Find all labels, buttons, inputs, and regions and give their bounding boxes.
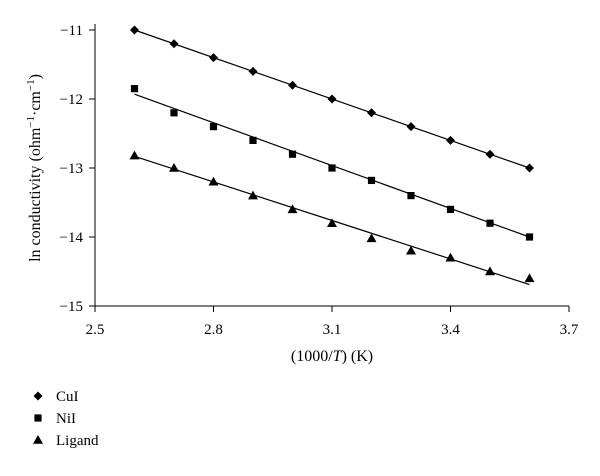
- data-point-triangle: [366, 233, 377, 243]
- data-point-diamond: [327, 94, 337, 104]
- y-tick-label: −12: [60, 92, 83, 108]
- data-point-diamond: [209, 53, 218, 63]
- data-point-square: [328, 164, 336, 172]
- data-point-diamond: [130, 25, 139, 35]
- data-point-square: [367, 176, 376, 185]
- x-tick-label: 2.8: [204, 322, 223, 338]
- data-markers: [129, 25, 535, 283]
- data-point-square: [288, 150, 297, 158]
- data-point-triangle: [485, 266, 495, 276]
- data-point-triangle: [208, 176, 219, 186]
- data-point-triangle: [248, 190, 258, 200]
- data-point-diamond: [525, 163, 534, 173]
- y-tick-label: −15: [60, 299, 83, 315]
- y-tick-label: −11: [60, 23, 83, 39]
- data-point-square: [446, 205, 455, 213]
- y-axis-title: ln conductivity (ohm−1·cm−1): [25, 74, 44, 262]
- x-tick-label: 3.4: [441, 322, 460, 338]
- y-tick-label: −13: [60, 161, 83, 177]
- data-point-triangle: [287, 204, 298, 214]
- data-point-diamond: [446, 135, 455, 145]
- x-tick-label: 3.1: [323, 322, 342, 338]
- data-point-square: [249, 136, 257, 144]
- x-tick-label: 2.5: [86, 322, 105, 338]
- legend-label: NiI: [56, 411, 76, 427]
- data-point-square: [407, 192, 415, 200]
- data-point-diamond: [367, 108, 376, 118]
- fit-lines: [134, 29, 530, 286]
- legend-marker-triangle: [33, 435, 43, 444]
- legend-label: CuI: [56, 389, 79, 405]
- legend: CuI NiI Ligand: [33, 389, 99, 449]
- legend-marker-diamond: [33, 391, 43, 401]
- data-point-diamond: [406, 122, 416, 132]
- x-axis-title: (1000/T) (K): [291, 348, 373, 365]
- data-point-square: [209, 123, 218, 131]
- data-point-triangle: [327, 218, 337, 227]
- data-point-square: [525, 233, 534, 241]
- data-point-triangle: [406, 245, 416, 255]
- axes: −11 −12 −13 −14 −152.5 2.8 3.1 3.4 3.7: [60, 23, 579, 338]
- data-point-triangle: [445, 252, 456, 262]
- data-point-square: [130, 85, 139, 93]
- data-point-diamond: [288, 80, 297, 90]
- data-point-diamond: [485, 149, 495, 159]
- data-point-diamond: [169, 39, 179, 49]
- data-point-diamond: [248, 66, 258, 76]
- legend-marker-square: [34, 414, 42, 422]
- data-point-square: [486, 219, 494, 227]
- data-point-triangle: [129, 150, 140, 160]
- data-point-square: [170, 109, 178, 117]
- data-point-triangle: [524, 273, 535, 283]
- legend-label: Ligand: [56, 433, 99, 449]
- data-point-triangle: [169, 163, 179, 172]
- x-tick-label: 3.7: [560, 322, 579, 338]
- y-tick-label: −14: [60, 230, 84, 246]
